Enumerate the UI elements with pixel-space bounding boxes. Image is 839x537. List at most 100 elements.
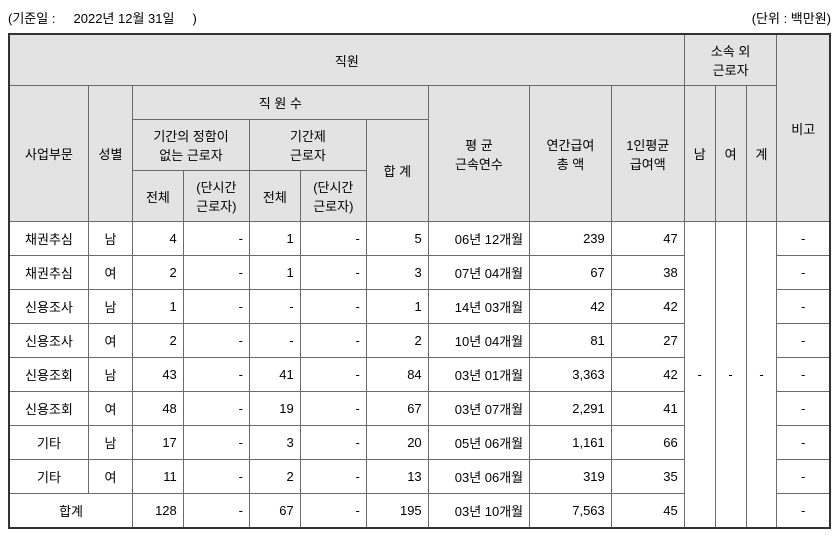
table-cell: -	[300, 460, 366, 494]
table-cell: 239	[530, 222, 612, 256]
table-cell: 17	[133, 426, 184, 460]
table-cell: -	[777, 290, 830, 324]
table-cell: 남	[88, 290, 132, 324]
table-cell: 48	[133, 392, 184, 426]
table-cell: 3,363	[530, 358, 612, 392]
table-cell: 남	[88, 222, 132, 256]
table-cell: 3	[249, 426, 300, 460]
table-cell: 128	[133, 494, 184, 528]
table-cell: -	[300, 222, 366, 256]
unit-label: (단위 : 백만원)	[752, 8, 831, 27]
table-cell: 1	[249, 256, 300, 290]
table-cell: 4	[133, 222, 184, 256]
header-fix-pt: (단시간 근로자)	[300, 171, 366, 222]
table-cell: 2	[249, 460, 300, 494]
table-cell: 2	[133, 256, 184, 290]
table-cell: 41	[249, 358, 300, 392]
table-cell: -	[777, 222, 830, 256]
table-cell: 11	[133, 460, 184, 494]
header-fixed: 기간제 근로자	[249, 120, 366, 171]
table-cell: 42	[530, 290, 612, 324]
table-cell: 2	[133, 324, 184, 358]
table-cell: 10년 04개월	[428, 324, 529, 358]
table-cell: 1	[133, 290, 184, 324]
table-cell: -	[183, 460, 249, 494]
table-cell: -	[183, 222, 249, 256]
asof-close: )	[193, 11, 197, 26]
header-ext-total: 계	[746, 86, 777, 222]
external-cell: -	[746, 222, 777, 528]
employee-table: 직원 소속 외 근로자 비고 사업부문 성별 직 원 수 평 균 근속연수 연간…	[8, 33, 831, 529]
total-label: 합계	[9, 494, 133, 528]
table-cell: 7,563	[530, 494, 612, 528]
table-cell: 35	[611, 460, 684, 494]
header-tenure: 평 균 근속연수	[428, 86, 529, 222]
table-cell: -	[183, 392, 249, 426]
table-cell: -	[183, 324, 249, 358]
table-cell: 45	[611, 494, 684, 528]
header-ext-female: 여	[715, 86, 746, 222]
table-cell: 195	[366, 494, 428, 528]
table-cell: 03년 01개월	[428, 358, 529, 392]
table-cell: -	[777, 426, 830, 460]
table-cell: 05년 06개월	[428, 426, 529, 460]
table-cell: 66	[611, 426, 684, 460]
table-cell: 신용조회	[9, 358, 88, 392]
table-cell: -	[183, 290, 249, 324]
table-cell: -	[183, 358, 249, 392]
table-cell: -	[249, 290, 300, 324]
table-cell: 81	[530, 324, 612, 358]
table-cell: 신용조회	[9, 392, 88, 426]
table-cell: -	[777, 494, 830, 528]
header-reg-pt: (단시간 근로자)	[183, 171, 249, 222]
header-gender: 성별	[88, 86, 132, 222]
table-cell: 2	[366, 324, 428, 358]
table-cell: 67	[249, 494, 300, 528]
table-cell: 38	[611, 256, 684, 290]
table-cell: -	[300, 358, 366, 392]
table-cell: 신용조사	[9, 324, 88, 358]
table-cell: 03년 10개월	[428, 494, 529, 528]
header-annual: 연간급여 총 액	[530, 86, 612, 222]
table-cell: -	[183, 494, 249, 528]
table-cell: -	[777, 392, 830, 426]
table-cell: 5	[366, 222, 428, 256]
table-cell: 1	[249, 222, 300, 256]
table-cell: 84	[366, 358, 428, 392]
table-cell: -	[300, 324, 366, 358]
table-cell: 03년 06개월	[428, 460, 529, 494]
table-cell: 3	[366, 256, 428, 290]
table-row: 채권추심남4-1-506년 12개월23947----	[9, 222, 830, 256]
header-headcount: 직 원 수	[133, 86, 429, 120]
table-cell: 41	[611, 392, 684, 426]
table-cell: -	[300, 392, 366, 426]
table-cell: 채권추심	[9, 222, 88, 256]
table-cell: 남	[88, 358, 132, 392]
table-cell: 1	[366, 290, 428, 324]
header-sum: 합 계	[366, 120, 428, 222]
table-cell: 42	[611, 358, 684, 392]
table-cell: -	[777, 324, 830, 358]
table-cell: 14년 03개월	[428, 290, 529, 324]
header-ext-male: 남	[684, 86, 715, 222]
header-employees: 직원	[9, 34, 684, 86]
table-cell: 여	[88, 324, 132, 358]
table-cell: 42	[611, 290, 684, 324]
table-cell: -	[777, 358, 830, 392]
table-cell: 2,291	[530, 392, 612, 426]
external-cell: -	[715, 222, 746, 528]
header-external: 소속 외 근로자	[684, 34, 777, 86]
table-cell: 06년 12개월	[428, 222, 529, 256]
external-cell: -	[684, 222, 715, 528]
header-fix-all: 전체	[249, 171, 300, 222]
table-cell: 319	[530, 460, 612, 494]
header-note: 비고	[777, 34, 830, 222]
table-cell: 남	[88, 426, 132, 460]
table-cell: -	[300, 290, 366, 324]
table-cell: -	[183, 256, 249, 290]
asof-date: 2022년 12월 31일	[74, 11, 175, 26]
table-cell: 신용조사	[9, 290, 88, 324]
table-cell: -	[300, 426, 366, 460]
table-cell: 채권추심	[9, 256, 88, 290]
table-cell: 47	[611, 222, 684, 256]
